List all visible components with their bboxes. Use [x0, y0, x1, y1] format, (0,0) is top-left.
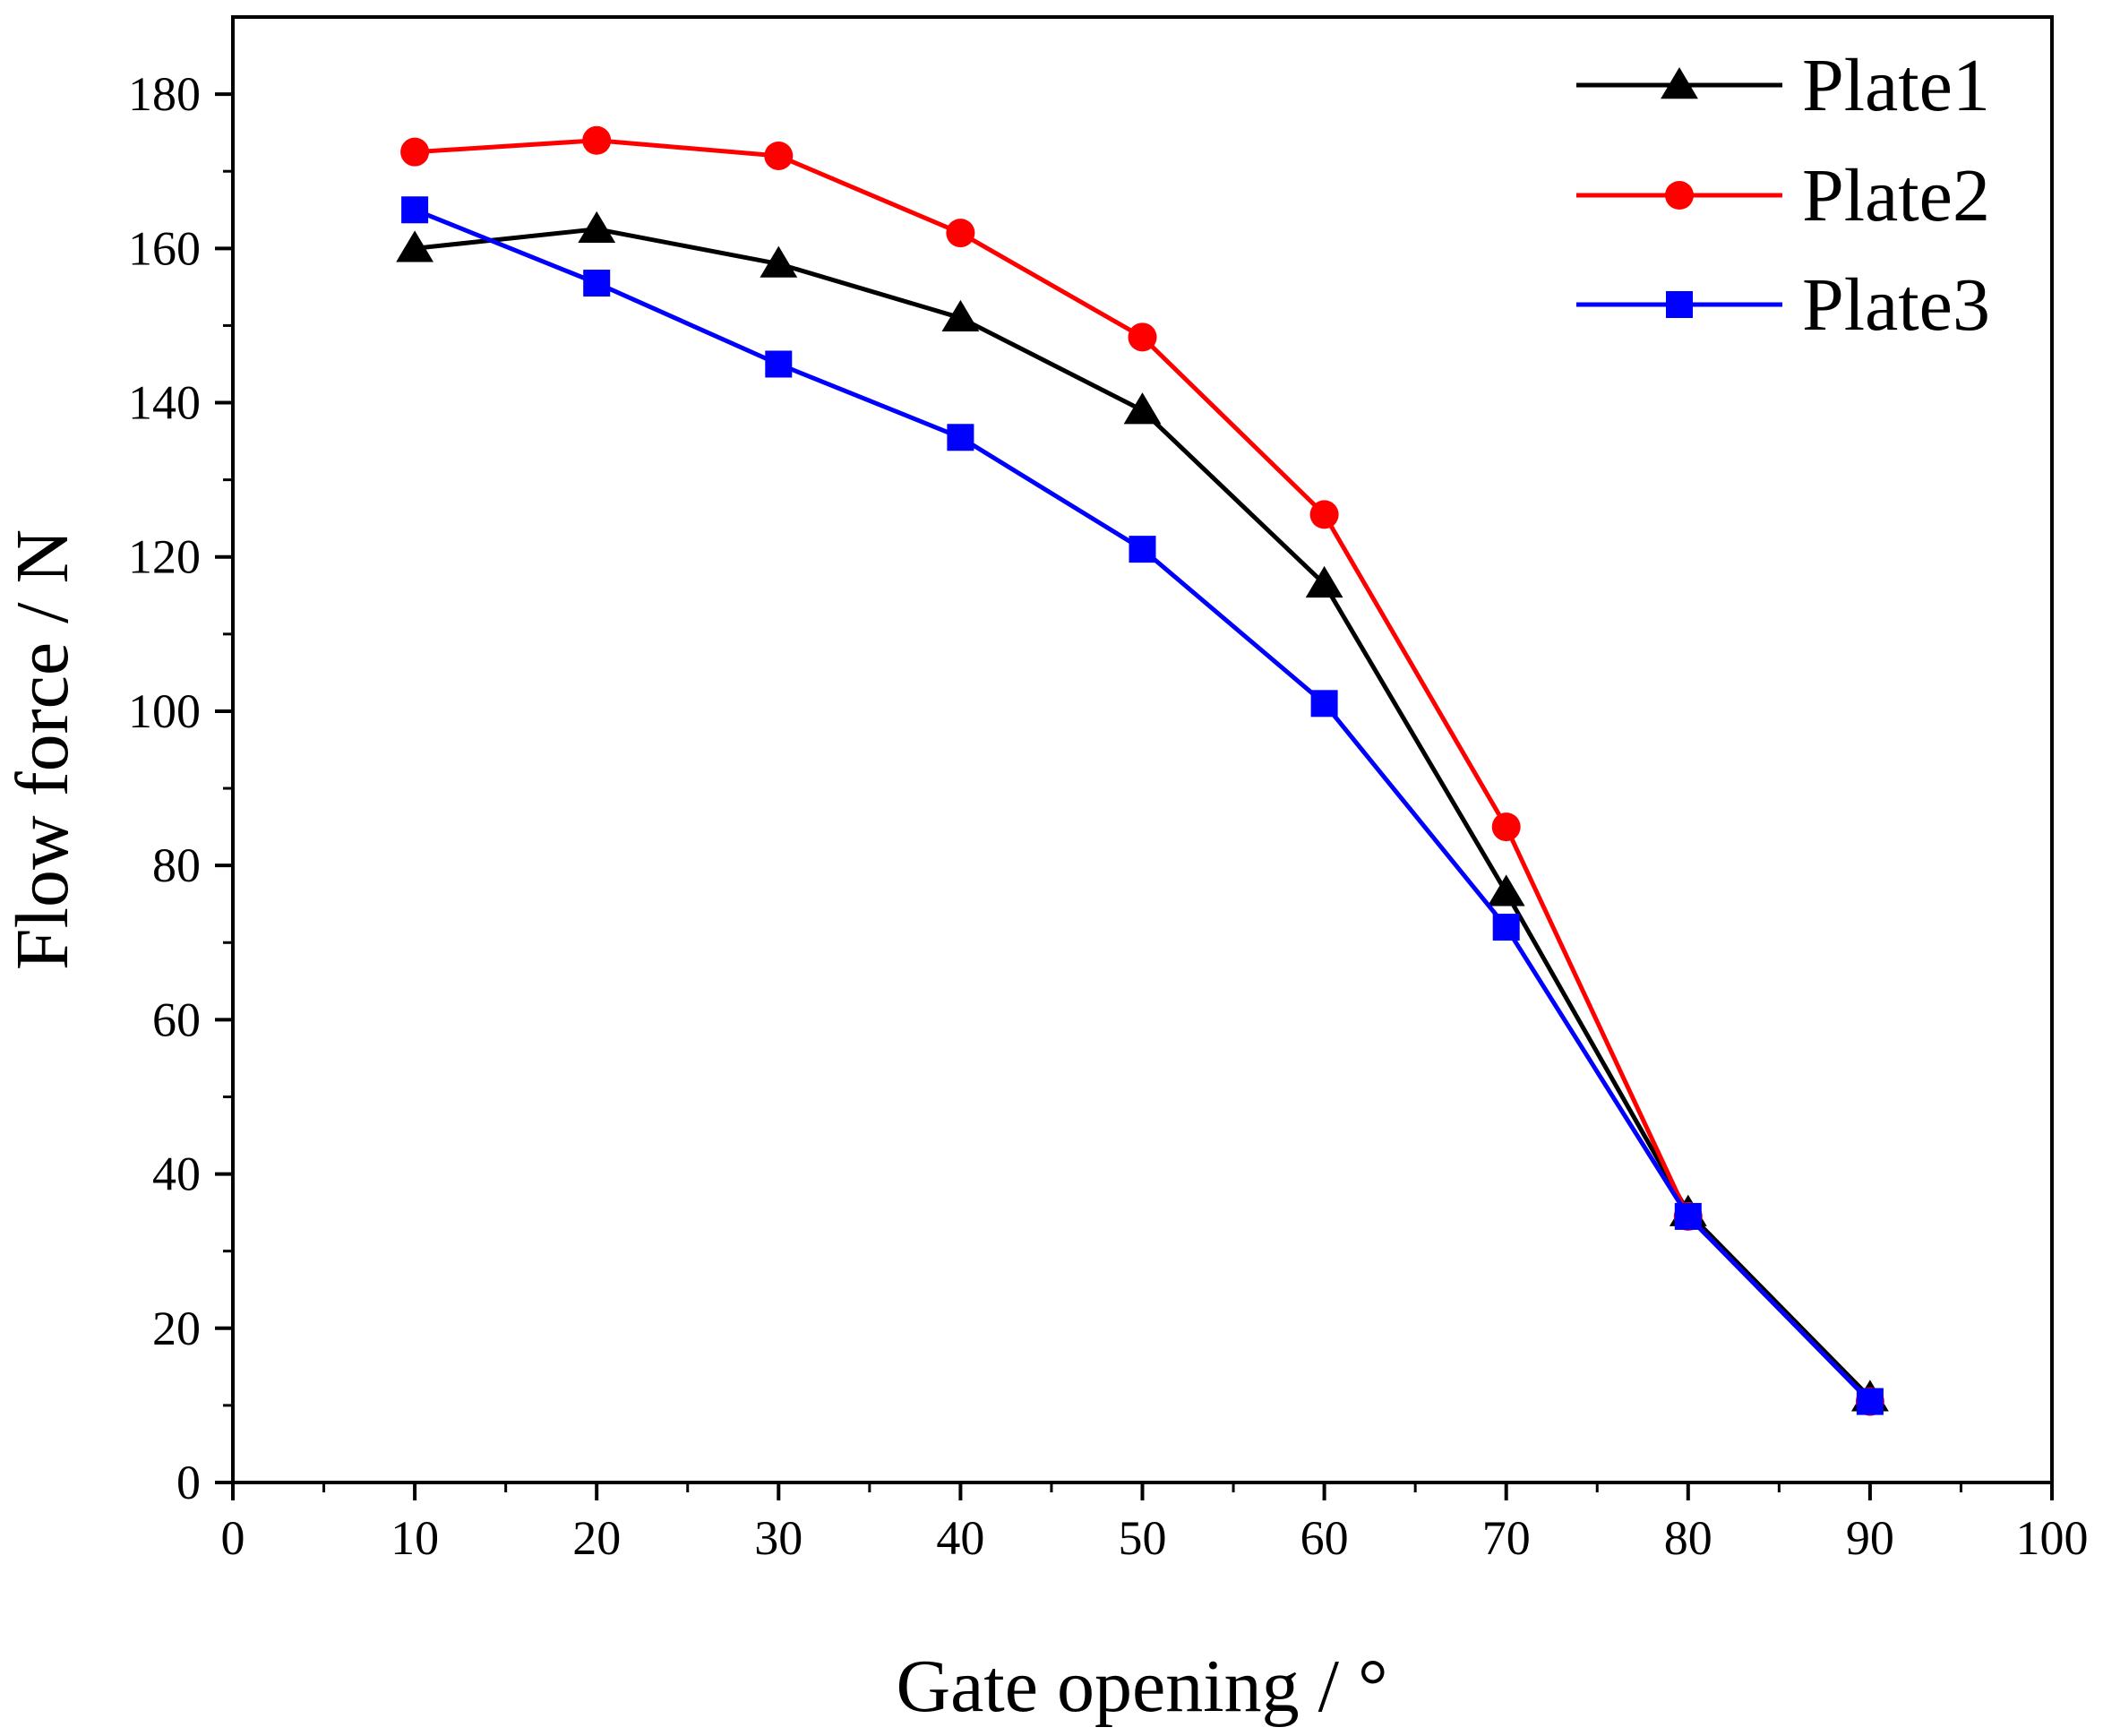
data-point [765, 350, 793, 378]
x-tick-label: 50 [1119, 1511, 1167, 1565]
y-tick-label: 0 [176, 1456, 201, 1509]
x-tick-label: 80 [1664, 1511, 1712, 1565]
legend-item-plate1: Plate1 [1576, 44, 1990, 127]
y-tick-label: 60 [152, 993, 201, 1046]
data-point [1492, 914, 1520, 941]
data-point [760, 245, 798, 278]
data-point [947, 424, 974, 451]
y-axis-title: Flow force / N [1, 529, 84, 970]
data-point [1491, 812, 1521, 842]
x-tick-label: 0 [221, 1511, 245, 1565]
x-tick-label: 20 [572, 1511, 621, 1565]
legend-marker [1665, 181, 1694, 210]
y-tick-label: 100 [128, 684, 201, 738]
legend-item-plate3: Plate3 [1576, 263, 1990, 347]
data-point [1487, 874, 1525, 907]
y-tick-label: 40 [152, 1147, 201, 1201]
data-point [946, 219, 975, 248]
x-tick-label: 30 [754, 1511, 803, 1565]
y-tick-label: 120 [128, 530, 201, 584]
x-tick-label: 100 [2016, 1511, 2089, 1565]
x-tick-label: 90 [1846, 1511, 1894, 1565]
series-layer [396, 125, 1889, 1416]
y-tick-label: 140 [128, 376, 201, 430]
data-point [941, 299, 980, 332]
data-point [583, 270, 611, 297]
x-tick-label: 40 [936, 1511, 984, 1565]
data-point [582, 125, 612, 155]
data-point [401, 196, 429, 224]
y-tick-label: 160 [128, 221, 201, 275]
data-point [400, 137, 430, 167]
data-point [1123, 392, 1162, 425]
x-tick-label: 10 [391, 1511, 439, 1565]
data-point [1309, 500, 1339, 529]
legend-label: Plate3 [1802, 263, 1990, 347]
series-line [414, 207, 1872, 1404]
legend-label: Plate1 [1802, 44, 1990, 127]
series-plate3 [401, 196, 1884, 1415]
y-tick-label: 20 [152, 1302, 201, 1355]
x-axis-ticks: 0 10 20 30 40 50 60 70 80 90 100 [221, 1482, 2089, 1565]
data-point [1305, 565, 1343, 598]
x-tick-label: 60 [1300, 1511, 1349, 1565]
data-point [764, 141, 794, 170]
data-point [1128, 322, 1157, 352]
legend-item-plate2: Plate2 [1576, 154, 1990, 237]
x-axis-title: Gate opening / ° [896, 1645, 1387, 1728]
legend-marker [1666, 291, 1693, 318]
legend-label: Plate2 [1802, 154, 1990, 237]
y-tick-label: 80 [152, 838, 201, 892]
y-axis-ticks: 0 20 40 60 80 100 120 140 160 180 [128, 67, 233, 1509]
legend: Plate1 Plate2 Plate3 [1576, 44, 1990, 347]
data-point [1310, 690, 1338, 718]
x-tick-label: 70 [1482, 1511, 1531, 1565]
y-tick-label: 180 [128, 67, 201, 121]
legend-marker [1661, 67, 1698, 99]
data-point [1674, 1202, 1702, 1230]
series-plate2 [400, 125, 1884, 1416]
data-point [1129, 536, 1156, 563]
series-plate1 [396, 211, 1889, 1412]
data-point [578, 211, 616, 243]
data-point [396, 230, 433, 262]
data-point [1856, 1388, 1884, 1415]
